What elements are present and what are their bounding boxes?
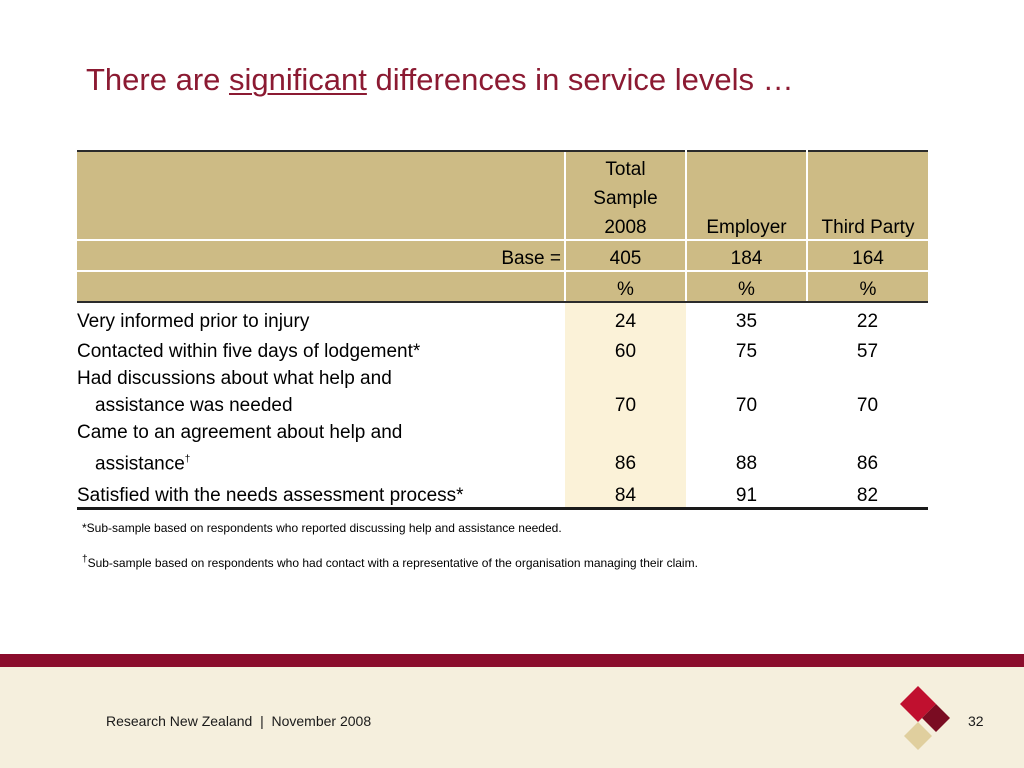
page-number: 32 [968, 713, 984, 729]
cell-total: 60 [565, 333, 686, 363]
header-empty-cell [77, 210, 565, 240]
cell-third-party: 82 [807, 477, 928, 511]
dagger-mark: † [184, 454, 191, 465]
cell-employer: 35 [735, 311, 758, 332]
table-row: Very informed prior to injury 24 35 22 [77, 302, 928, 333]
cell-employer: 91 [686, 477, 807, 511]
header-empty-cell [77, 270, 565, 303]
base-total: 405 [564, 239, 687, 271]
header-employer: Employer [686, 210, 808, 240]
row-label: Had discussions about what help and assis… [77, 363, 565, 419]
footnote-1: *Sub-sample based on respondents who rep… [82, 521, 562, 535]
cell-third-party: 70 [856, 395, 879, 416]
dagger-mark: † [82, 554, 88, 565]
table-row: Had discussions about what help and assis… [77, 363, 928, 419]
title-emphasis: significant [229, 62, 367, 97]
cell-employer: 88 [735, 453, 758, 475]
pct-total: % [564, 270, 687, 303]
results-table: Total Sample 2008 Employer Third Party B… [77, 150, 928, 511]
table-row: Contacted within five days of lodgement*… [77, 333, 928, 363]
row-label-line2: assistance was needed [95, 395, 293, 416]
footer-text: Research New Zealand | November 2008 [106, 713, 372, 729]
header-total-line3: 2008 [564, 210, 687, 240]
cell-third-party: 22 [856, 311, 879, 332]
row-label-line2-text: assistance [95, 453, 185, 475]
footnote-2: †Sub-sample based on respondents who had… [82, 554, 698, 570]
cell-total: 86 [565, 419, 686, 478]
row-label-line1: Came to an agreement about help and [77, 422, 403, 443]
title-end: differences in service levels … [366, 62, 794, 97]
cell-total: 70 [565, 363, 686, 419]
footer-bar [0, 654, 1024, 667]
header-third-party: Third Party [807, 210, 928, 240]
cell-third-party: 57 [856, 341, 879, 362]
title-start: There are [86, 62, 230, 97]
base-label: Base = [77, 239, 565, 271]
page-title: There are significant differences in ser… [86, 62, 794, 98]
footnote-2-text: Sub-sample based on respondents who had … [87, 556, 698, 570]
cell-employer: 75 [735, 341, 758, 362]
header-empty-cell [77, 150, 565, 181]
footer-background [0, 667, 1024, 768]
header-total-line2: Sample [564, 181, 687, 210]
header-empty-cell [77, 181, 565, 210]
table-row: Satisfied with the needs assessment proc… [77, 477, 928, 511]
row-label: Very informed prior to injury [77, 311, 310, 332]
cell-total: 84 [565, 477, 686, 511]
row-label: Came to an agreement about help and assis… [77, 419, 565, 477]
row-label: Satisfied with the needs assessment proc… [77, 477, 565, 511]
header-row-3: 2008 Employer Third Party [77, 210, 928, 240]
header-empty-cell [807, 181, 928, 210]
row-label-line1: Had discussions about what help and [77, 368, 392, 389]
header-row-1: Total [77, 150, 928, 181]
cell-total: 24 [565, 302, 686, 333]
logo-diamond-dark [922, 704, 950, 732]
header-row-2: Sample [77, 181, 928, 210]
cell-third-party: 86 [856, 453, 879, 475]
percent-row: % % % [77, 270, 928, 303]
pct-third-party: % [807, 270, 928, 303]
pct-employer: % [686, 270, 808, 303]
row-label-line2: assistance† [77, 446, 565, 477]
diamond-logo-icon [900, 686, 950, 750]
logo-diamond-tan [904, 722, 932, 750]
header-empty-cell [807, 150, 928, 181]
base-employer: 184 [686, 239, 808, 271]
table-row: Came to an agreement about help and assis… [77, 419, 928, 478]
base-row: Base = 405 184 164 [77, 239, 928, 271]
base-third-party: 164 [807, 239, 928, 271]
header-empty-cell [686, 150, 808, 181]
header-empty-cell [686, 181, 808, 210]
header-total-line1: Total [564, 150, 687, 181]
row-label: Contacted within five days of lodgement* [77, 341, 421, 362]
cell-employer: 70 [735, 395, 758, 416]
